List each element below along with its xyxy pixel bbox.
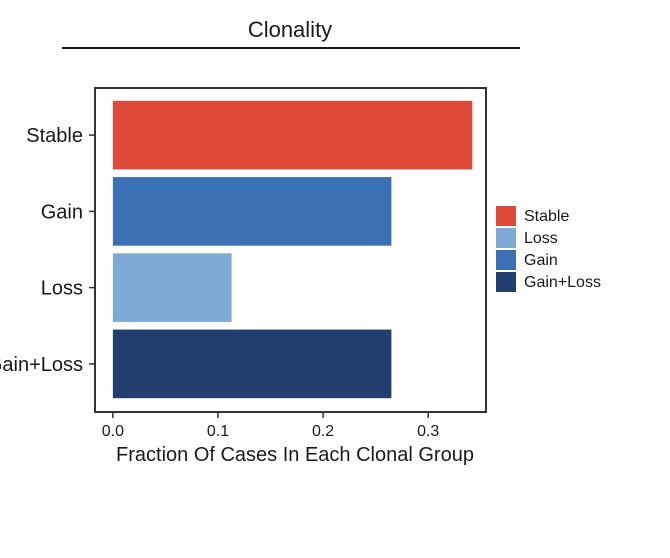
legend-label-gain: Gain — [524, 252, 558, 269]
x-tick-label: 0.1 — [207, 423, 229, 440]
y-tick-label: Gain+Loss — [0, 354, 83, 376]
y-tick-label: Gain — [41, 201, 83, 223]
chart-title: Clonality — [248, 17, 332, 42]
legend-label-gain-loss: Gain+Loss — [524, 274, 601, 291]
legend-label-loss: Loss — [524, 230, 558, 247]
x-tick-label: 0.0 — [102, 423, 124, 440]
legend: Stable Loss Gain Gain+Loss — [496, 206, 601, 292]
plot-frame — [94, 87, 487, 413]
x-tick-label: 0.3 — [417, 423, 439, 440]
bar-gain — [112, 177, 392, 246]
legend-swatch-loss — [496, 228, 516, 248]
y-tick-label: Loss — [41, 278, 83, 300]
x-axis-label: Fraction Of Cases In Each Clonal Group — [116, 444, 474, 466]
legend-swatch-gain — [496, 250, 516, 270]
legend-label-stable: Stable — [524, 208, 569, 225]
bar-stable — [112, 100, 473, 170]
legend-swatch-stable — [496, 206, 516, 226]
x-tick-label: 0.2 — [312, 423, 334, 440]
bar-gain-loss — [112, 329, 392, 399]
y-tick-label: Stable — [26, 125, 83, 147]
legend-swatch-gain-loss — [496, 272, 516, 292]
bar-loss — [112, 253, 232, 322]
